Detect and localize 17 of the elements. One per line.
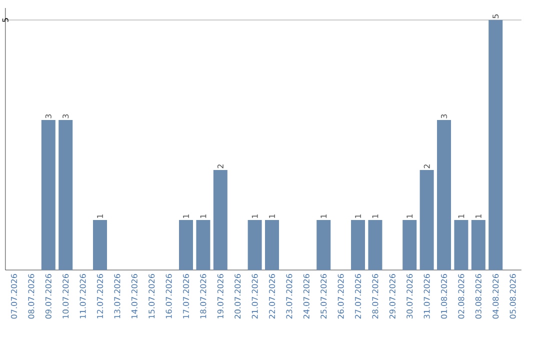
bar xyxy=(420,170,434,270)
bar xyxy=(179,220,194,270)
bar xyxy=(248,220,262,270)
bar xyxy=(437,120,452,270)
bar xyxy=(316,220,331,270)
bar xyxy=(265,220,280,270)
bar xyxy=(41,120,56,270)
bar xyxy=(402,220,417,270)
bar xyxy=(351,220,366,270)
bar xyxy=(196,220,210,270)
bar xyxy=(488,20,503,270)
bar xyxy=(368,220,382,270)
bar xyxy=(58,120,73,270)
bar xyxy=(213,170,228,270)
bar xyxy=(93,220,108,270)
bar xyxy=(471,220,486,270)
bar xyxy=(454,220,468,270)
